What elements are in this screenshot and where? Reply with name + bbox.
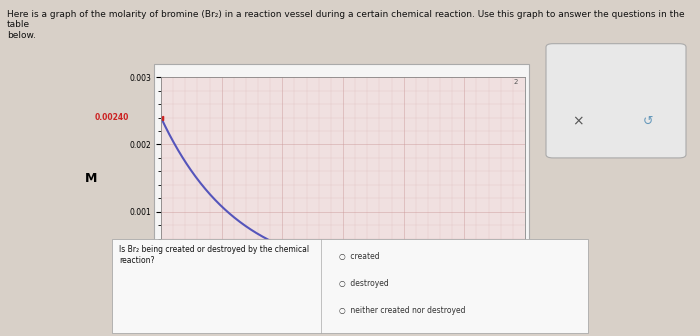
Text: ↺: ↺ xyxy=(643,115,652,127)
X-axis label: seconds: seconds xyxy=(323,302,363,312)
Text: Is Br₂ being created or destroyed by the chemical
reaction?: Is Br₂ being created or destroyed by the… xyxy=(119,245,309,265)
Text: ×: × xyxy=(572,114,583,128)
Text: Here is a graph of the molarity of bromine (Br₂) in a reaction vessel during a c: Here is a graph of the molarity of bromi… xyxy=(7,10,685,40)
Text: M: M xyxy=(85,172,97,184)
Text: 0.00240: 0.00240 xyxy=(94,113,129,122)
Text: ○  neither created nor destroyed: ○ neither created nor destroyed xyxy=(339,306,466,315)
Text: 2: 2 xyxy=(513,79,518,85)
Text: ○  destroyed: ○ destroyed xyxy=(339,279,389,288)
Text: ○  created: ○ created xyxy=(339,252,379,261)
